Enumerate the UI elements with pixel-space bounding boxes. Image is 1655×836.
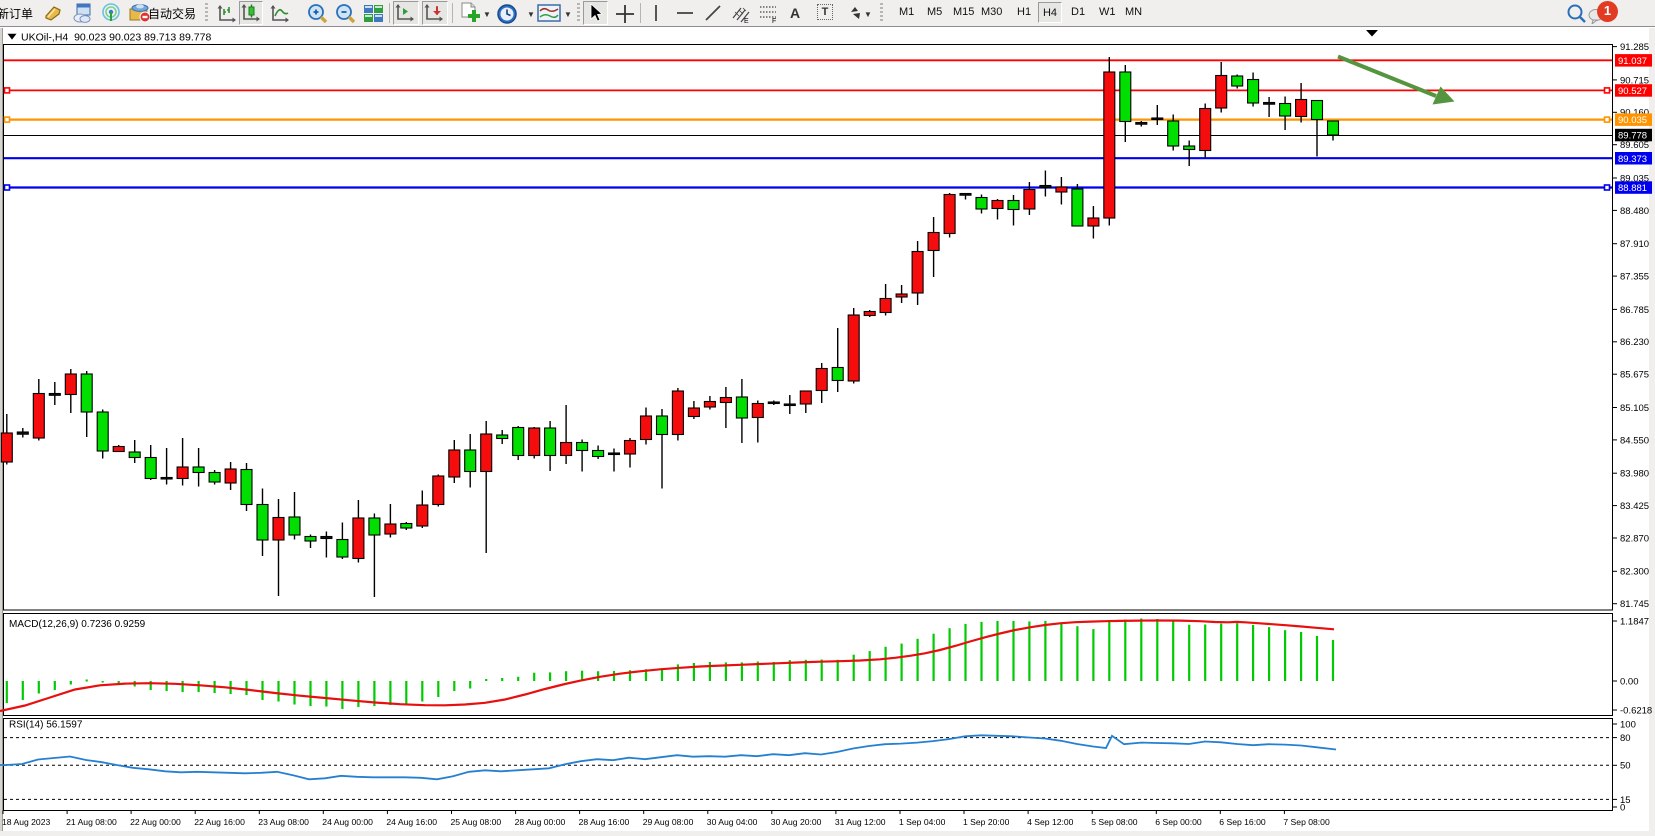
- svg-text:50: 50: [1620, 761, 1631, 772]
- svg-text:89.778: 89.778: [1618, 131, 1647, 142]
- svg-text:15: 15: [1620, 795, 1631, 806]
- svg-text:23 Aug 08:00: 23 Aug 08:00: [258, 817, 309, 827]
- svg-text:24 Aug 00:00: 24 Aug 00:00: [322, 817, 373, 827]
- svg-text:30 Aug 04:00: 30 Aug 04:00: [707, 817, 758, 827]
- svg-text:90.715: 90.715: [1620, 75, 1649, 86]
- svg-text:5 Sep 08:00: 5 Sep 08:00: [1091, 817, 1138, 827]
- svg-text:E: E: [744, 18, 749, 24]
- svg-text:90.160: 90.160: [1620, 108, 1649, 119]
- svg-text:0.00: 0.00: [1620, 676, 1639, 687]
- svg-text:28 Aug 16:00: 28 Aug 16:00: [579, 817, 630, 827]
- svg-text:85.675: 85.675: [1620, 370, 1649, 381]
- svg-text:86.230: 86.230: [1620, 337, 1649, 348]
- svg-text:-0.6218: -0.6218: [1620, 705, 1652, 716]
- svg-text:91.285: 91.285: [1620, 42, 1649, 53]
- svg-text:100: 100: [1620, 719, 1636, 730]
- svg-text:82.870: 82.870: [1620, 533, 1649, 544]
- svg-text:86.785: 86.785: [1620, 305, 1649, 316]
- svg-text:87.355: 87.355: [1620, 272, 1649, 283]
- svg-text:1 Sep 20:00: 1 Sep 20:00: [963, 817, 1010, 827]
- svg-text:31 Aug 12:00: 31 Aug 12:00: [835, 817, 886, 827]
- svg-text:18 Aug 2023: 18 Aug 2023: [2, 817, 50, 827]
- svg-text:90.527: 90.527: [1618, 86, 1647, 97]
- svg-text:80: 80: [1620, 733, 1631, 744]
- svg-text:22 Aug 00:00: 22 Aug 00:00: [130, 817, 181, 827]
- svg-text:85.105: 85.105: [1620, 403, 1649, 414]
- svg-text:22 Aug 16:00: 22 Aug 16:00: [194, 817, 245, 827]
- svg-text:30 Aug 20:00: 30 Aug 20:00: [771, 817, 822, 827]
- svg-text:F: F: [772, 18, 776, 24]
- svg-text:29 Aug 08:00: 29 Aug 08:00: [643, 817, 694, 827]
- svg-text:89.035: 89.035: [1620, 173, 1649, 184]
- svg-text:82.300: 82.300: [1620, 567, 1649, 578]
- svg-text:89.605: 89.605: [1620, 140, 1649, 151]
- svg-text:21 Aug 08:00: 21 Aug 08:00: [66, 817, 117, 827]
- svg-text:4 Sep 12:00: 4 Sep 12:00: [1027, 817, 1074, 827]
- svg-text:0: 0: [1620, 802, 1625, 813]
- svg-text:6 Sep 16:00: 6 Sep 16:00: [1219, 817, 1266, 827]
- svg-text:25 Aug 08:00: 25 Aug 08:00: [451, 817, 502, 827]
- svg-text:91.037: 91.037: [1618, 56, 1647, 67]
- svg-text:UKOil-,H4 90.023 90.023 89.71: UKOil-,H4 90.023 90.023 89.713 89.778: [21, 32, 211, 44]
- svg-text:24 Aug 16:00: 24 Aug 16:00: [386, 817, 437, 827]
- svg-text:1 Sep 04:00: 1 Sep 04:00: [899, 817, 946, 827]
- svg-text:81.745: 81.745: [1620, 599, 1649, 610]
- svg-text:87.910: 87.910: [1620, 239, 1649, 250]
- svg-text:7 Sep 08:00: 7 Sep 08:00: [1283, 817, 1330, 827]
- svg-text:88.881: 88.881: [1618, 183, 1647, 194]
- svg-text:84.550: 84.550: [1620, 435, 1649, 446]
- svg-text:83.980: 83.980: [1620, 469, 1649, 480]
- svg-text:28 Aug 00:00: 28 Aug 00:00: [515, 817, 566, 827]
- svg-text:RSI(14) 56.1597: RSI(14) 56.1597: [9, 720, 83, 731]
- svg-text:6 Sep 00:00: 6 Sep 00:00: [1155, 817, 1202, 827]
- svg-text:90.035: 90.035: [1618, 115, 1647, 126]
- svg-text:88.480: 88.480: [1620, 206, 1649, 217]
- svg-text:89.373: 89.373: [1618, 154, 1647, 165]
- svg-text:1.1847: 1.1847: [1620, 616, 1649, 627]
- svg-text:MACD(12,26,9) 0.7236 0.9259: MACD(12,26,9) 0.7236 0.9259: [9, 619, 146, 630]
- svg-text:83.425: 83.425: [1620, 501, 1649, 512]
